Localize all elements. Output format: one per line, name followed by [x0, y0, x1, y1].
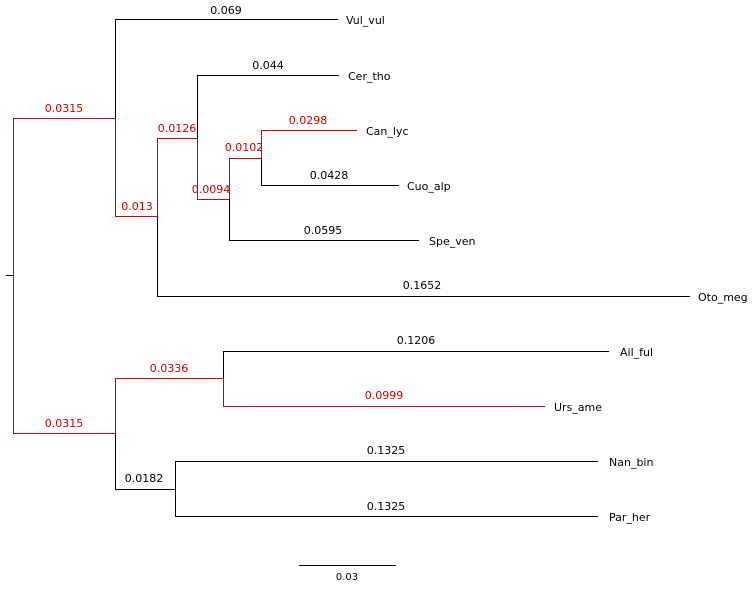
length-label-urs-ame: 0.0999 — [365, 389, 404, 402]
length-label-nan-bin: 0.1325 — [367, 444, 406, 457]
length-label-clade-b1: 0.0336 — [150, 362, 189, 375]
taxon-label-cuo-alp: Cuo_alp — [407, 180, 451, 193]
taxon-label-nan-bin: Nan_bin — [609, 456, 653, 469]
length-label-clade-a5: 0.0102 — [225, 141, 264, 154]
length-label-can-lyc: 0.0298 — [289, 114, 328, 127]
length-label-clade-a3: 0.0126 — [158, 122, 197, 135]
length-label-clade-a: 0.0315 — [45, 102, 84, 115]
taxon-label-urs-ame: Urs_ame — [554, 401, 602, 414]
length-label-ail-ful: 0.1206 — [397, 334, 436, 347]
taxon-label-ail-ful: Ail_ful — [620, 346, 653, 359]
scale-bar-label: 0.03 — [336, 572, 358, 583]
length-label-cuo-alp: 0.0428 — [310, 169, 349, 182]
taxon-label-par-her: Par_her — [609, 511, 651, 524]
length-label-clade-b2: 0.0182 — [125, 472, 164, 485]
length-label-clade-a2: 0.013 — [121, 200, 153, 213]
length-label-oto-meg: 0.1652 — [403, 279, 442, 292]
taxon-label-cer-tho: Cer_tho — [348, 70, 391, 83]
length-label-cer-tho: 0.044 — [252, 59, 284, 72]
length-label-clade-b: 0.0315 — [45, 417, 84, 430]
taxon-label-spe-ven: Spe_ven — [429, 235, 476, 248]
length-label-spe-ven: 0.0595 — [304, 224, 343, 237]
taxon-label-oto-meg: Oto_meg — [698, 291, 748, 304]
length-label-vul-vul: 0.069 — [210, 4, 242, 17]
length-label-clade-a4: 0.0094 — [192, 183, 231, 196]
taxon-label-vul-vul: Vul_vul — [346, 14, 385, 27]
taxon-label-can-lyc: Can_lyc — [366, 125, 409, 138]
length-label-par-her: 0.1325 — [367, 500, 406, 513]
